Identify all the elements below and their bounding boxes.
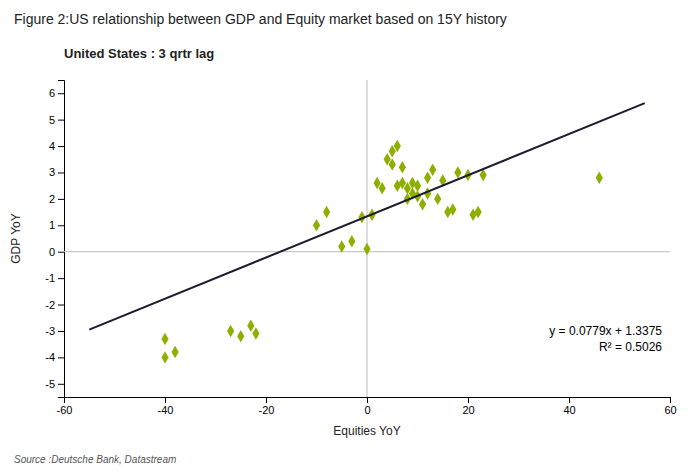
- tick-label: 0: [49, 246, 55, 258]
- tick-label: 4: [49, 140, 55, 152]
- annotation: R² = 0.5026: [599, 340, 662, 354]
- tick-mark: [670, 397, 671, 403]
- tick: -40: [158, 397, 174, 416]
- regression-line: [89, 103, 645, 329]
- x-axis-title: Equities YoY: [333, 424, 400, 438]
- tick: 3: [49, 166, 64, 178]
- point: [348, 235, 355, 247]
- y-axis-title: GDP YoY: [9, 213, 23, 263]
- tick-mark: [58, 93, 64, 94]
- point: [424, 171, 431, 183]
- tick-mark: [569, 397, 570, 403]
- tick-mark: [58, 331, 64, 332]
- subtitle: United States : 3 qrtr lag: [64, 46, 214, 61]
- point: [227, 325, 234, 337]
- tick: 0: [49, 246, 64, 258]
- point: [363, 243, 370, 255]
- tick-mark: [58, 252, 64, 253]
- tick: 4: [49, 140, 64, 152]
- tick-mark: [58, 225, 64, 226]
- tick-label: 2: [49, 193, 55, 205]
- point: [247, 319, 254, 331]
- tick: -20: [259, 397, 275, 416]
- tick-mark: [165, 397, 166, 403]
- tick-mark: [58, 120, 64, 121]
- point: [171, 346, 178, 358]
- tick: -2: [45, 299, 64, 311]
- title: Figure 2:US relationship between GDP and…: [14, 11, 507, 27]
- point: [474, 206, 481, 218]
- point: [454, 166, 461, 178]
- point: [449, 203, 456, 215]
- tick-label: -60: [57, 404, 73, 416]
- tick: -3: [45, 325, 64, 337]
- point: [323, 206, 330, 218]
- tick-label: 6: [49, 87, 55, 99]
- point: [237, 330, 244, 342]
- tick-label: -4: [45, 351, 55, 363]
- tick-mark: [367, 397, 368, 403]
- tick-label: -1: [45, 272, 55, 284]
- tick: 0: [364, 397, 370, 416]
- tick: 20: [462, 397, 474, 416]
- point: [161, 333, 168, 345]
- tick-label: 20: [462, 404, 474, 416]
- point: [419, 198, 426, 210]
- tick-mark: [58, 305, 64, 306]
- tick: 5: [49, 114, 64, 126]
- scatter-series: [161, 140, 603, 364]
- tick-label: 0: [364, 404, 370, 416]
- tick-label: -20: [259, 404, 275, 416]
- point: [399, 161, 406, 173]
- marks: [64, 80, 670, 397]
- chart: Figure 2:US relationship between GDP and…: [0, 0, 700, 475]
- tick-label: 60: [664, 404, 676, 416]
- tick: 40: [563, 397, 575, 416]
- tick-mark: [58, 357, 64, 358]
- tick: 6: [49, 87, 64, 99]
- tick-label: -3: [45, 325, 55, 337]
- tick-mark: [58, 278, 64, 279]
- annotations: y = 0.0779x + 1.3375 R² = 0.5026: [549, 324, 662, 354]
- tick: -5: [45, 378, 64, 390]
- tick-label: -40: [158, 404, 174, 416]
- tick-mark: [58, 384, 64, 385]
- tick: 1: [49, 219, 64, 231]
- annotation: y = 0.0779x + 1.3375: [549, 324, 662, 338]
- tick-label: -5: [45, 378, 55, 390]
- tick-label: 5: [49, 114, 55, 126]
- axis-domain: [65, 398, 671, 404]
- point: [414, 179, 421, 191]
- point: [313, 219, 320, 231]
- tick-label: -2: [45, 299, 55, 311]
- point: [596, 171, 603, 183]
- tick-mark: [266, 397, 267, 403]
- point: [252, 327, 259, 339]
- tick-mark: [468, 397, 469, 403]
- tick-label: 3: [49, 166, 55, 178]
- tick-label: 40: [563, 404, 575, 416]
- tick-mark: [58, 199, 64, 200]
- tick-mark: [58, 172, 64, 173]
- tick-label: 1: [49, 219, 55, 231]
- tick: 2: [49, 193, 64, 205]
- point: [434, 193, 441, 205]
- point: [389, 158, 396, 170]
- zero-line: [367, 80, 368, 397]
- y-axis: -5 -4 -3 -2 -1 0 1 2 3 4 5 6: [45, 81, 64, 398]
- tick-mark: [58, 146, 64, 147]
- tick: 60: [664, 397, 676, 416]
- source: Source :Deutsche Bank, Datastream: [14, 454, 176, 465]
- plot-area: -60 -40 -20 0 20 40 60 -5 -4 -3 -2 -1 0 1 2 3 4 5 6 y = 0.0…: [45, 80, 676, 416]
- x-axis: -60 -40 -20 0 20 40 60: [57, 397, 677, 416]
- point: [379, 182, 386, 194]
- tick: -1: [45, 272, 64, 284]
- point: [161, 351, 168, 363]
- tick: -60: [57, 397, 73, 416]
- point: [394, 140, 401, 152]
- point: [338, 240, 345, 252]
- point: [429, 164, 436, 176]
- tick: -4: [45, 351, 64, 363]
- axis-domain: [58, 81, 65, 398]
